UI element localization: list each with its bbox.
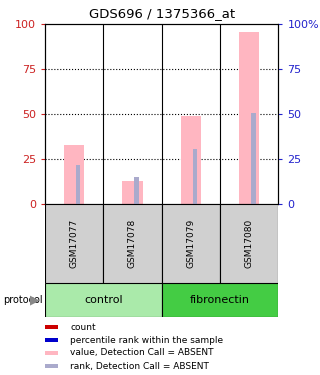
Bar bbox=[45, 351, 58, 355]
Bar bbox=[193, 148, 197, 204]
Text: GSM17079: GSM17079 bbox=[186, 219, 195, 268]
Text: protocol: protocol bbox=[3, 295, 43, 305]
Text: GSM17080: GSM17080 bbox=[245, 219, 254, 268]
Bar bbox=[64, 145, 84, 204]
Bar bbox=[45, 325, 58, 329]
Bar bbox=[103, 204, 162, 283]
Bar bbox=[239, 32, 260, 204]
Text: rank, Detection Call = ABSENT: rank, Detection Call = ABSENT bbox=[70, 362, 209, 371]
Bar bbox=[251, 112, 256, 204]
Bar bbox=[45, 204, 103, 283]
Bar bbox=[45, 364, 58, 368]
Bar bbox=[76, 165, 80, 204]
Bar bbox=[180, 116, 201, 204]
Text: ▶: ▶ bbox=[30, 294, 40, 306]
Text: fibronectin: fibronectin bbox=[190, 295, 250, 305]
Bar bbox=[45, 283, 162, 317]
Bar bbox=[162, 283, 278, 317]
Bar bbox=[134, 177, 139, 204]
Bar bbox=[45, 338, 58, 342]
Text: GSM17078: GSM17078 bbox=[128, 219, 137, 268]
Text: GSM17077: GSM17077 bbox=[69, 219, 78, 268]
Text: control: control bbox=[84, 295, 123, 305]
Title: GDS696 / 1375366_at: GDS696 / 1375366_at bbox=[89, 8, 235, 20]
Bar bbox=[122, 181, 143, 204]
Text: count: count bbox=[70, 323, 96, 332]
Text: percentile rank within the sample: percentile rank within the sample bbox=[70, 336, 224, 345]
Text: value, Detection Call = ABSENT: value, Detection Call = ABSENT bbox=[70, 348, 214, 357]
Bar bbox=[220, 204, 278, 283]
Bar bbox=[162, 204, 220, 283]
